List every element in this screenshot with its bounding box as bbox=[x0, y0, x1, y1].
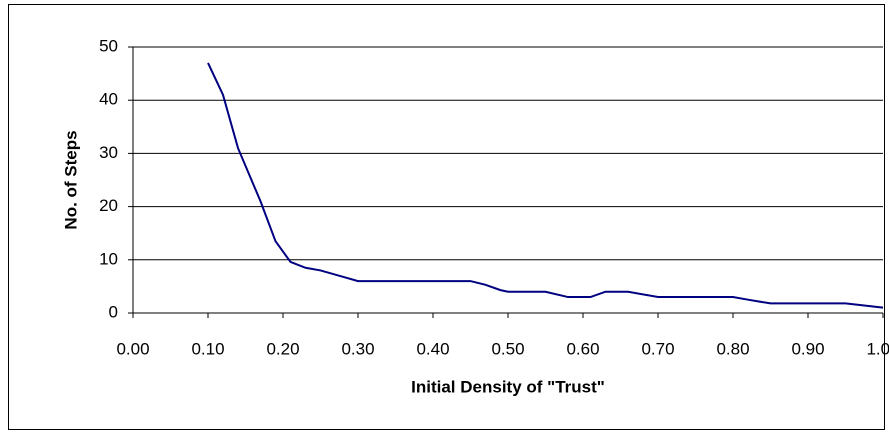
x-tick-label: 0.30 bbox=[341, 339, 374, 358]
chart-border bbox=[8, 4, 885, 430]
x-tick-label: 0.70 bbox=[641, 339, 674, 358]
x-axis-title: Initial Density of "Trust" bbox=[411, 377, 605, 396]
x-tick-label: 1.00 bbox=[866, 339, 889, 358]
x-tick-label: 0.50 bbox=[491, 339, 524, 358]
line bbox=[207, 62, 884, 309]
x-tick-label: 0.80 bbox=[716, 339, 749, 358]
y-tick-label: 10 bbox=[99, 249, 118, 268]
y-tick-label: 40 bbox=[99, 90, 118, 109]
y-tick-label: 20 bbox=[99, 196, 118, 215]
y-tick-label: 30 bbox=[99, 143, 118, 162]
x-tick-label: 0.40 bbox=[416, 339, 449, 358]
x-tick-label: 0.10 bbox=[191, 339, 224, 358]
y-axis-title: No. of Steps bbox=[61, 130, 80, 229]
y-tick-label: 0 bbox=[109, 302, 118, 321]
x-tick-label: 0.00 bbox=[116, 339, 149, 358]
y-tick-label: 50 bbox=[99, 36, 118, 55]
x-tick-label: 0.60 bbox=[566, 339, 599, 358]
x-tick-label: 0.90 bbox=[791, 339, 824, 358]
x-tick-label: 0.20 bbox=[266, 339, 299, 358]
